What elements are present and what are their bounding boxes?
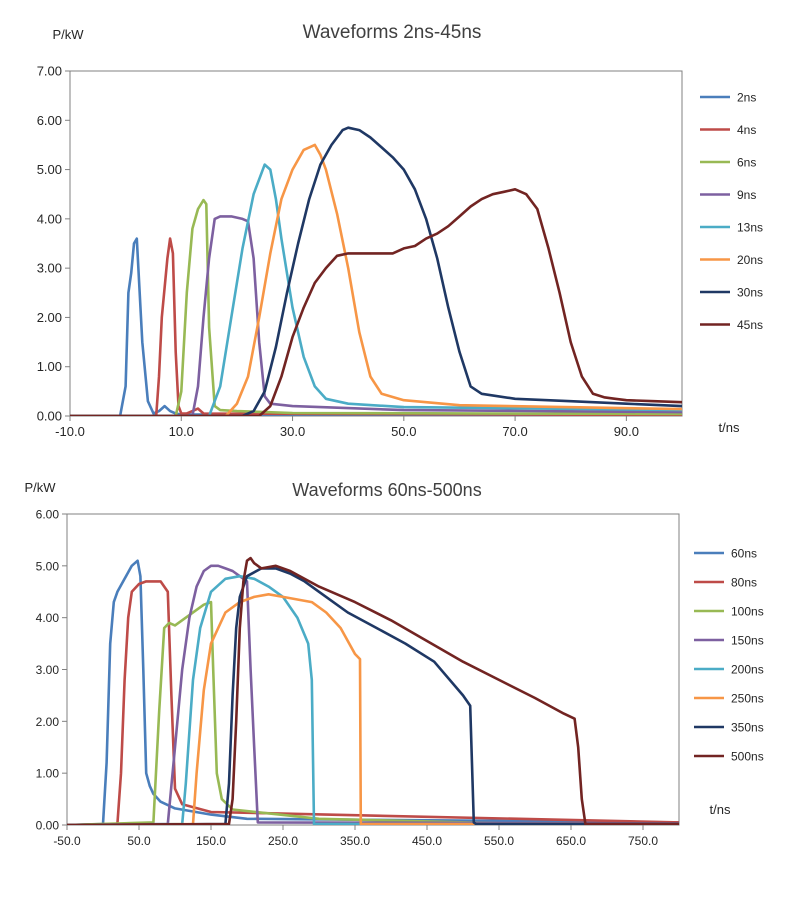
series-line-2ns: [70, 237, 682, 416]
y-axis-label: P/kW: [24, 480, 56, 495]
x-tick-label: 10.0: [169, 424, 194, 439]
legend-label-20ns: 20ns: [737, 253, 763, 267]
plot-area-frame: [66, 513, 680, 826]
series-line-150ns: [67, 564, 679, 825]
legend: 60ns 80ns 100ns 150ns 200ns 250ns 350ns 500ns: [694, 547, 764, 764]
series-line-20ns: [70, 143, 682, 416]
series-line-45ns: [70, 188, 682, 416]
x-tick-label: 50.0: [127, 834, 151, 848]
y-tick-label: 1.00: [36, 767, 60, 781]
series-line-100ns: [67, 600, 508, 825]
series-line-13ns: [70, 163, 682, 416]
series-line-6ns: [70, 198, 682, 416]
series-line-350ns: [67, 567, 679, 825]
y-tick-label: 3.00: [36, 663, 60, 677]
legend-label-45ns: 45ns: [737, 318, 763, 332]
legend-label-30ns: 30ns: [737, 286, 763, 300]
series-line-9ns: [70, 215, 682, 416]
legend-label-100ns: 100ns: [731, 605, 764, 619]
y-tick-label: 4.00: [36, 611, 60, 625]
series-group: [67, 556, 679, 825]
series-group: [70, 126, 682, 416]
series-line-4ns: [70, 237, 682, 416]
y-tick-label: 0.00: [36, 819, 60, 833]
x-tick-label: 90.0: [614, 424, 639, 439]
series-line-250ns: [67, 593, 679, 825]
x-tick-label: -10.0: [55, 424, 85, 439]
y-tick-label: 1.00: [37, 359, 62, 374]
y-tick-label: 2.00: [37, 310, 62, 325]
legend-label-60ns: 60ns: [731, 547, 757, 561]
legend-label-150ns: 150ns: [731, 634, 764, 648]
y-tick-label: 0.00: [37, 409, 62, 424]
y-tick-label: 5.00: [37, 162, 62, 177]
series-line-60ns: [67, 559, 679, 825]
x-tick-label: 70.0: [502, 424, 527, 439]
x-tick-label: 250.0: [268, 834, 298, 848]
x-tick-label: -50.0: [53, 834, 81, 848]
legend-label-500ns: 500ns: [731, 750, 764, 764]
y-tick-label: 3.00: [37, 261, 62, 276]
x-tick-label: 50.0: [391, 424, 416, 439]
chart-title: Waveforms 60ns-500ns: [292, 480, 481, 500]
x-tick-label: 350.0: [340, 834, 370, 848]
series-line-80ns: [67, 580, 679, 825]
chart-waveforms-60ns-500ns: 0.00 1.00 2.00 3.00 4.00 5.00 6.00 -50.0 50.0 150…: [24, 480, 763, 848]
legend-label-4ns: 4ns: [737, 123, 756, 137]
legend-label-200ns: 200ns: [731, 663, 764, 677]
x-tick-label: 550.0: [484, 834, 514, 848]
chart-title: Waveforms 2ns-45ns: [303, 22, 482, 43]
series-line-30ns: [70, 126, 682, 416]
legend-label-80ns: 80ns: [731, 576, 757, 590]
y-tick-label: 2.00: [36, 715, 60, 729]
legend-label-6ns: 6ns: [737, 156, 756, 170]
legend-label-13ns: 13ns: [737, 221, 763, 235]
x-tick-label: 30.0: [280, 424, 305, 439]
x-tick-label: 650.0: [556, 834, 586, 848]
y-tick-label: 6.00: [36, 508, 60, 522]
y-tick-label: 6.00: [37, 113, 62, 128]
x-axis-label: t/ns: [710, 802, 731, 817]
legend-label-9ns: 9ns: [737, 188, 756, 202]
chart-waveforms-2ns-45ns: 0.00 1.00 2.00 3.00 4.00 5.00 6.00 7.00 -10.0 10.…: [37, 22, 763, 439]
legend: 2ns 4ns 6ns 9ns 13ns 20ns 30ns 45ns: [700, 91, 763, 332]
x-tick-label: 150.0: [196, 834, 226, 848]
legend-label-2ns: 2ns: [737, 91, 756, 105]
y-tick-label: 5.00: [36, 559, 60, 573]
y-axis-label: P/kW: [52, 27, 84, 42]
x-tick-label: 450.0: [412, 834, 442, 848]
y-tick-label: 7.00: [37, 64, 62, 79]
legend-label-250ns: 250ns: [731, 692, 764, 706]
legend-label-350ns: 350ns: [731, 721, 764, 735]
x-axis-label: t/ns: [719, 420, 740, 435]
plot-area-frame: [69, 70, 683, 417]
y-tick-label: 4.00: [37, 211, 62, 226]
series-line-500ns: [67, 556, 679, 825]
x-tick-label: 750.0: [628, 834, 658, 848]
